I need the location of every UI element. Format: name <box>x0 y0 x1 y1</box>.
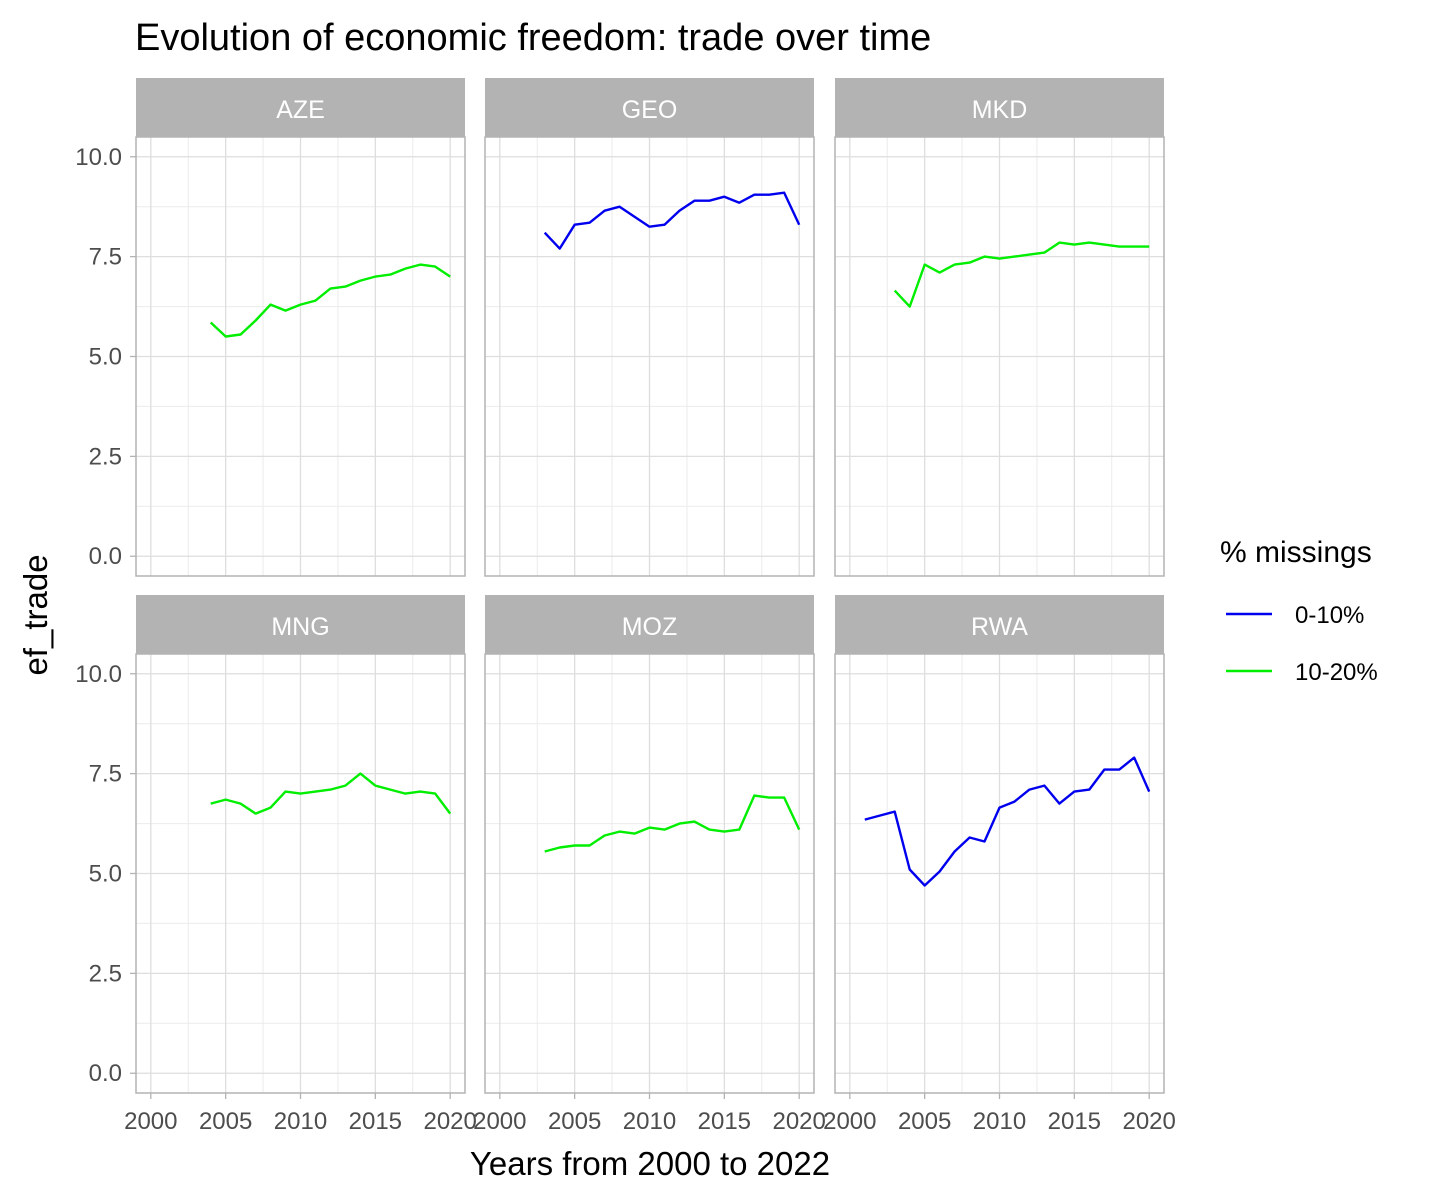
x-tick-label: 2020 <box>423 1108 476 1135</box>
facet-strip-label: MKD <box>972 96 1028 124</box>
legend-items: 0-10% 10-20% <box>1226 602 1378 686</box>
y-tick-label: 5.0 <box>89 861 122 888</box>
legend: % missings 0-10% 10-20% <box>1220 536 1378 686</box>
facet-strip <box>485 78 814 137</box>
legend-label: 0-10% <box>1295 602 1364 629</box>
panel-border <box>484 136 815 577</box>
facet-strip-label: MOZ <box>622 613 678 641</box>
facet-panel-rwa: RWA 2000 2005 2010 2015 2020 <box>823 595 1176 1135</box>
x-tick-label: 2010 <box>623 1108 676 1135</box>
x-tick-label: 2020 <box>772 1108 825 1135</box>
y-tick-label: 10.0 <box>75 144 122 171</box>
x-tick-label: 2005 <box>898 1108 951 1135</box>
y-tick-label: 2.5 <box>89 960 122 987</box>
facet-panel-geo: GEO <box>484 78 815 577</box>
x-tick-label: 2015 <box>698 1108 751 1135</box>
x-tick-label: 2010 <box>973 1108 1026 1135</box>
x-tick-label: 2010 <box>274 1108 327 1135</box>
facet-strip <box>835 595 1164 654</box>
facet-panel-moz: MOZ 2000 2005 2010 2015 2020 <box>473 595 826 1135</box>
facet-strip-label: MNG <box>271 613 329 641</box>
facet-strip <box>136 595 465 654</box>
y-tick-label: 7.5 <box>89 761 122 788</box>
series-line-mkd <box>893 241 1150 308</box>
x-tick-label: 2000 <box>823 1108 876 1135</box>
y-tick-label: 2.5 <box>89 443 122 470</box>
facet-panel-mng: MNG 0.0 2.5 5.0 7.5 10.0 2000 2005 2010 2015 2020 <box>75 595 477 1135</box>
series-line-aze <box>209 263 451 338</box>
facet-strip-label: GEO <box>622 96 678 124</box>
x-tick-label: 2005 <box>548 1108 601 1135</box>
y-tick-label: 0.0 <box>89 1060 122 1087</box>
facet-strip <box>835 78 1164 137</box>
facet-panel-mkd: MKD <box>834 78 1165 577</box>
chart-title: Evolution of economic freedom: trade ove… <box>135 17 931 59</box>
facet-strip-label: RWA <box>971 613 1028 641</box>
x-tick-label: 2000 <box>124 1108 177 1135</box>
legend-label: 10-20% <box>1295 659 1378 686</box>
y-tick-label: 0.0 <box>89 543 122 570</box>
series-line-geo <box>543 191 801 250</box>
legend-title: % missings <box>1220 536 1372 569</box>
facet-panel-aze: AZE 0.0 2.5 5.0 7.5 10.0 <box>75 78 466 577</box>
x-tick-label: 2000 <box>473 1108 526 1135</box>
series-line-moz <box>544 794 801 853</box>
y-tick-label: 5.0 <box>89 344 122 371</box>
x-tick-label: 2020 <box>1122 1108 1175 1135</box>
x-tick-label: 2015 <box>1048 1108 1101 1135</box>
facet-strip <box>136 78 465 137</box>
x-tick-label: 2015 <box>349 1108 402 1135</box>
panel-border <box>834 136 1165 577</box>
facet-strip-label: AZE <box>276 96 325 124</box>
y-tick-label: 7.5 <box>89 244 122 271</box>
x-tick-label: 2005 <box>199 1108 252 1135</box>
y-tick-label: 10.0 <box>75 661 122 688</box>
y-axis-title: ef_trade <box>17 554 54 675</box>
panels-layer: AZE 0.0 2.5 5.0 7.5 10.0 GEO MKD MNG 0.0 2.5 5.0 7.5… <box>75 78 1176 1135</box>
series-line-mng <box>210 772 452 815</box>
facet-strip <box>485 595 814 654</box>
series-line-rwa <box>864 756 1151 887</box>
x-axis-title: Years from 2000 to 2022 <box>470 1145 830 1182</box>
